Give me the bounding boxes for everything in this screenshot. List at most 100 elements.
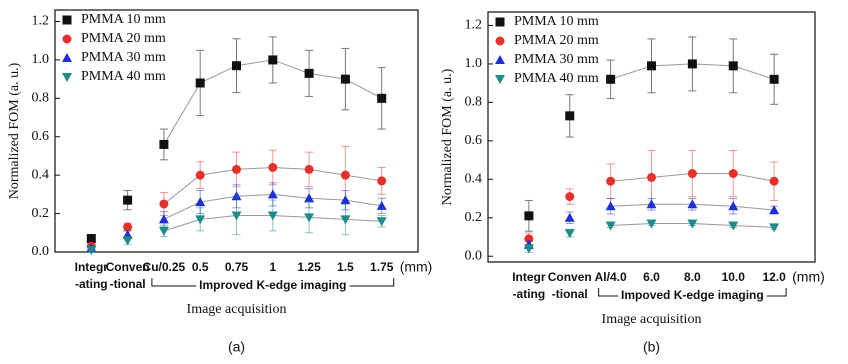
x-tick-label: 1 xyxy=(269,260,276,274)
connector xyxy=(610,65,652,80)
marker xyxy=(159,139,169,149)
marker xyxy=(606,74,616,84)
marker xyxy=(647,61,656,71)
connector xyxy=(733,65,775,80)
x-tick-label: Al/4.0 xyxy=(595,270,627,284)
marker xyxy=(195,78,205,88)
y-tick-label: 1.0 xyxy=(32,52,50,67)
bracket-label-bg xyxy=(196,278,350,293)
connector xyxy=(163,218,201,232)
connector xyxy=(309,72,346,80)
marker xyxy=(195,170,205,180)
y-tick-label: 0.2 xyxy=(32,206,50,221)
marker xyxy=(340,215,351,225)
legend-marker xyxy=(62,15,72,25)
connector xyxy=(236,193,273,197)
marker xyxy=(523,244,534,254)
marker xyxy=(304,68,314,78)
bracket-label: Improved K-edge imaging xyxy=(199,278,346,292)
legend-label: PMMA 10 mm xyxy=(514,14,599,29)
marker xyxy=(340,74,350,84)
y-tick-label: 0.6 xyxy=(465,133,483,148)
x-tick-label: 8.0 xyxy=(684,270,701,284)
connector xyxy=(610,223,652,226)
marker xyxy=(605,201,616,211)
marker xyxy=(647,172,656,182)
legend-marker xyxy=(495,55,505,64)
connector xyxy=(309,168,346,176)
connector xyxy=(163,82,201,145)
x-tick-label: -tional xyxy=(110,277,146,291)
connector xyxy=(200,215,237,220)
marker xyxy=(376,217,387,227)
marker xyxy=(728,61,738,71)
marker xyxy=(524,211,534,221)
marker xyxy=(232,61,241,71)
marker xyxy=(304,164,314,174)
plot-frame xyxy=(54,9,419,253)
x-tick-label: Cu/0.25 xyxy=(143,260,186,274)
connector xyxy=(345,199,382,207)
x-tick-label: 12.0 xyxy=(762,270,786,284)
marker xyxy=(728,221,739,231)
marker xyxy=(376,200,387,210)
panel-label: (a) xyxy=(228,339,245,355)
y-tick-label: 1.2 xyxy=(32,14,50,29)
connector xyxy=(200,195,237,203)
connector xyxy=(733,224,775,228)
marker xyxy=(565,111,575,121)
marker xyxy=(267,211,278,221)
connector xyxy=(272,215,310,218)
y-tick-label: 0.2 xyxy=(465,210,483,225)
marker xyxy=(565,192,575,202)
y-tick-label: 1.2 xyxy=(465,18,483,33)
connector xyxy=(610,203,652,207)
legend-marker xyxy=(62,73,72,82)
legend-marker xyxy=(495,36,505,46)
y-tick-label: 0.4 xyxy=(465,172,483,187)
marker xyxy=(340,170,350,180)
connector xyxy=(733,173,775,182)
marker xyxy=(159,199,169,209)
x-tick-label: -tional xyxy=(552,287,588,301)
connector xyxy=(163,174,201,205)
legend-marker xyxy=(62,53,72,62)
marker xyxy=(267,189,278,199)
y-axis-label: Normalized FOM (a. u.) xyxy=(7,62,22,199)
connector xyxy=(200,168,237,176)
legend-label: PMMA 30 mm xyxy=(514,52,599,67)
y-tick-label: 0.0 xyxy=(32,244,50,259)
connector xyxy=(733,205,775,211)
connector xyxy=(345,174,382,182)
x-tick-label: 0.5 xyxy=(192,260,209,274)
y-tick-label: 0.8 xyxy=(32,91,50,106)
marker xyxy=(195,197,206,207)
marker xyxy=(769,74,779,84)
legend-marker xyxy=(495,17,505,27)
marker xyxy=(646,219,657,229)
x-tick-label: 10.0 xyxy=(722,270,746,284)
x-tick-label: 1.5 xyxy=(337,260,354,274)
legend-label: PMMA 20 mm xyxy=(81,31,166,46)
y-tick-label: 0.6 xyxy=(32,129,50,144)
x-tick-label: Integr xyxy=(75,260,109,274)
marker xyxy=(769,176,779,186)
legend-label: PMMA 10 mm xyxy=(81,12,166,27)
marker xyxy=(687,219,698,229)
marker xyxy=(687,199,698,209)
marker xyxy=(340,195,351,205)
x-tick-label: -ating xyxy=(513,287,546,301)
marker xyxy=(158,214,169,224)
marker xyxy=(377,176,387,186)
y-axis-label: Normalized FOM (a. u.) xyxy=(440,68,455,205)
marker xyxy=(123,222,133,232)
marker xyxy=(728,169,738,179)
connector xyxy=(272,166,310,170)
bracket-label-bg xyxy=(618,288,767,303)
marker xyxy=(304,193,315,203)
x-tick-label: -ating xyxy=(75,277,108,291)
marker xyxy=(728,201,739,211)
legend-label: PMMA 20 mm xyxy=(514,33,599,48)
connector xyxy=(236,59,273,67)
marker xyxy=(86,246,97,256)
